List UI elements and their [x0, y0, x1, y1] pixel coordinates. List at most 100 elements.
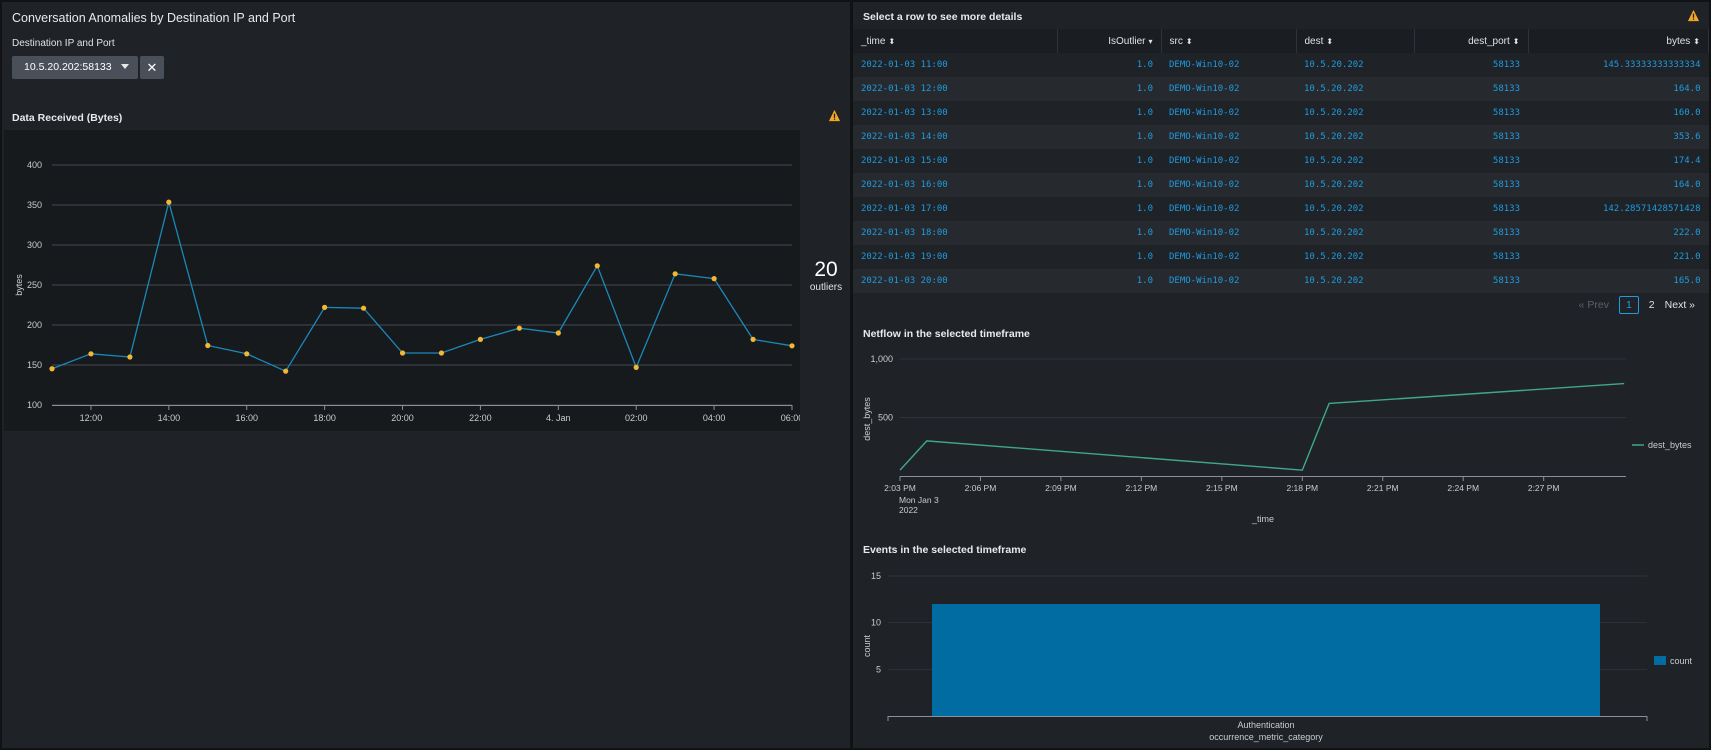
y-tick-label: 200 [27, 320, 42, 330]
table-cell[interactable]: 1.0 [1057, 77, 1161, 101]
table-cell[interactable]: 2022-01-03 18:00 [853, 221, 1057, 245]
table-cell[interactable]: 1.0 [1057, 173, 1161, 197]
table-cell[interactable]: DEMO-Win10-02 [1161, 221, 1296, 245]
table-cell[interactable]: 2022-01-03 17:00 [853, 197, 1057, 221]
table-row[interactable]: 2022-01-03 11:00 1.0 DEMO-Win10-02 10.5.20.… [853, 53, 1709, 77]
table-cell[interactable]: 164.0 [1528, 173, 1709, 197]
table-row[interactable]: 2022-01-03 13:00 1.0 DEMO-Win10-02 10.5.20.… [853, 101, 1709, 125]
warning-icon[interactable] [828, 109, 841, 122]
column-header-label: _time [861, 35, 886, 47]
table-cell[interactable]: 2022-01-03 12:00 [853, 77, 1057, 101]
column-header-label: IsOutlier [1108, 35, 1146, 47]
data-point [360, 305, 367, 311]
table-row[interactable]: 2022-01-03 18:00 1.0 DEMO-Win10-02 10.5.20.… [853, 221, 1709, 245]
legend-swatch [1654, 656, 1666, 665]
table-cell[interactable]: 10.5.20.202 [1296, 245, 1414, 269]
table-cell[interactable]: 2022-01-03 16:00 [853, 173, 1057, 197]
column-header-src[interactable]: src ⬍ [1161, 29, 1297, 53]
table-cell[interactable]: 160.0 [1528, 101, 1709, 125]
table-cell[interactable]: 10.5.20.202 [1296, 269, 1414, 293]
table-cell[interactable]: 58133 [1414, 125, 1528, 149]
column-header-isoutlier[interactable]: IsOutlier ▾ [1057, 29, 1162, 53]
table-cell[interactable]: 1.0 [1057, 149, 1161, 173]
data-point [127, 354, 133, 360]
table-cell[interactable]: DEMO-Win10-02 [1161, 269, 1296, 293]
events-title: Events in the selected timeframe [863, 544, 1027, 556]
table-cell[interactable]: 1.0 [1057, 125, 1161, 149]
table-cell[interactable]: 164.0 [1528, 77, 1709, 101]
column-header-dest-port[interactable]: dest_port ⬍ [1414, 29, 1529, 53]
destination-dropdown[interactable]: 10.5.20.202:58133 [12, 56, 138, 79]
table-cell[interactable]: 142.28571428571428 [1528, 197, 1709, 221]
table-cell[interactable]: 222.0 [1528, 221, 1709, 245]
table-body: 2022-01-03 11:00 1.0 DEMO-Win10-02 10.5.20.… [853, 53, 1709, 293]
table-cell[interactable]: 10.5.20.202 [1296, 101, 1414, 125]
table-cell[interactable]: 10.5.20.202 [1296, 77, 1414, 101]
table-row[interactable]: 2022-01-03 16:00 1.0 DEMO-Win10-02 10.5.20.… [853, 173, 1709, 197]
table-cell[interactable]: 10.5.20.202 [1296, 173, 1414, 197]
page-1-button[interactable]: 1 [1618, 296, 1639, 314]
table-cell[interactable]: 221.0 [1528, 245, 1709, 269]
table-cell[interactable]: 353.6 [1528, 125, 1709, 149]
table-row[interactable]: 2022-01-03 14:00 1.0 DEMO-Win10-02 10.5.20.… [853, 125, 1709, 149]
table-cell[interactable]: 58133 [1414, 173, 1528, 197]
next-page-link[interactable]: Next » [1664, 299, 1695, 311]
prev-page-link[interactable]: « Prev [1578, 299, 1609, 311]
table-row[interactable]: 2022-01-03 19:00 1.0 DEMO-Win10-02 10.5.20.… [853, 245, 1709, 269]
table-cell[interactable]: 58133 [1414, 245, 1528, 269]
table-cell[interactable]: 2022-01-03 20:00 [853, 269, 1057, 293]
column-header-bytes[interactable]: bytes ⬍ [1528, 29, 1709, 53]
table-cell[interactable]: 10.5.20.202 [1296, 197, 1414, 221]
table-cell[interactable]: 1.0 [1057, 269, 1161, 293]
table-cell[interactable]: 1.0 [1057, 245, 1161, 269]
warning-icon[interactable] [1687, 9, 1700, 22]
left-panel: Conversation Anomalies by Destination IP… [2, 2, 850, 748]
table-cell[interactable]: 1.0 [1057, 53, 1161, 77]
column-header-time[interactable]: _time ⬍ [853, 29, 1058, 53]
table-cell[interactable]: 2022-01-03 14:00 [853, 125, 1057, 149]
column-header-dest[interactable]: dest ⬍ [1296, 29, 1415, 53]
table-cell[interactable]: 1.0 [1057, 221, 1161, 245]
page-2-button[interactable]: 2 [1648, 299, 1655, 311]
table-cell[interactable]: DEMO-Win10-02 [1161, 197, 1296, 221]
table-cell[interactable]: DEMO-Win10-02 [1161, 149, 1296, 173]
table-cell[interactable]: 10.5.20.202 [1296, 221, 1414, 245]
table-cell[interactable]: 165.0 [1528, 269, 1709, 293]
table-cell[interactable]: 58133 [1414, 269, 1528, 293]
data-point [88, 351, 94, 357]
table-cell[interactable]: 58133 [1414, 149, 1528, 173]
table-cell[interactable]: 58133 [1414, 53, 1528, 77]
table-row[interactable]: 2022-01-03 20:00 1.0 DEMO-Win10-02 10.5.20.… [853, 269, 1709, 293]
table-row[interactable]: 2022-01-03 12:00 1.0 DEMO-Win10-02 10.5.20.… [853, 77, 1709, 101]
table-cell[interactable]: DEMO-Win10-02 [1161, 125, 1296, 149]
clear-button[interactable]: ✕ [140, 56, 164, 79]
table-cell[interactable]: DEMO-Win10-02 [1161, 53, 1296, 77]
table-cell[interactable]: 1.0 [1057, 101, 1161, 125]
x-tick-label: 02:00 [625, 413, 648, 423]
table-cell[interactable]: DEMO-Win10-02 [1161, 101, 1296, 125]
table-cell[interactable]: 145.33333333333334 [1528, 53, 1709, 77]
x-tick-label: 2:21 PM [1367, 483, 1399, 493]
table-cell[interactable]: DEMO-Win10-02 [1161, 173, 1296, 197]
table-cell[interactable]: 1.0 [1057, 197, 1161, 221]
table-cell[interactable]: 2022-01-03 15:00 [853, 149, 1057, 173]
table-cell[interactable]: DEMO-Win10-02 [1161, 245, 1296, 269]
table-row[interactable]: 2022-01-03 15:00 1.0 DEMO-Win10-02 10.5.20.… [853, 149, 1709, 173]
table-row[interactable]: 2022-01-03 17:00 1.0 DEMO-Win10-02 10.5.20.… [853, 197, 1709, 221]
table-cell[interactable]: 58133 [1414, 77, 1528, 101]
table-cell[interactable]: 2022-01-03 19:00 [853, 245, 1057, 269]
table-cell[interactable]: 10.5.20.202 [1296, 125, 1414, 149]
legend-label: count [1670, 656, 1693, 666]
table-cell[interactable]: DEMO-Win10-02 [1161, 77, 1296, 101]
x-tick-label: 2:24 PM [1447, 483, 1479, 493]
table-cell[interactable]: 2022-01-03 11:00 [853, 53, 1057, 77]
table-cell[interactable]: 174.4 [1528, 149, 1709, 173]
table-cell[interactable]: 58133 [1414, 101, 1528, 125]
table-title: Select a row to see more details [863, 11, 1023, 23]
table-cell[interactable]: 2022-01-03 13:00 [853, 101, 1057, 125]
table-cell[interactable]: 58133 [1414, 221, 1528, 245]
dashboard-title: Conversation Anomalies by Destination IP… [12, 11, 296, 25]
table-cell[interactable]: 10.5.20.202 [1296, 53, 1414, 77]
table-cell[interactable]: 10.5.20.202 [1296, 149, 1414, 173]
table-cell[interactable]: 58133 [1414, 197, 1528, 221]
